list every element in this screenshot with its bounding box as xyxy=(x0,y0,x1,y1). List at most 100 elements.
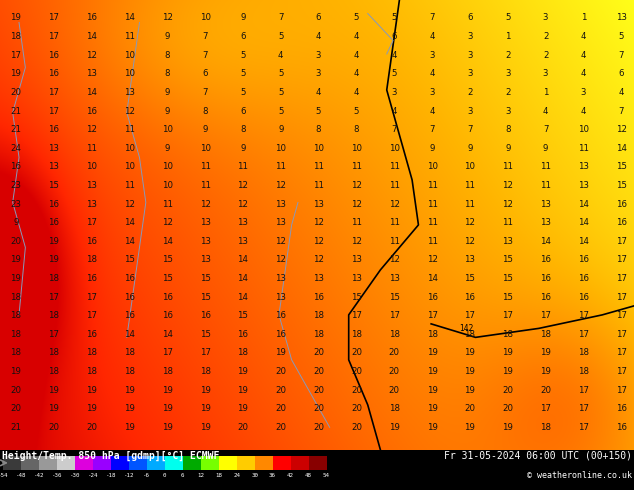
Text: 13: 13 xyxy=(200,218,210,227)
Text: 13: 13 xyxy=(616,14,627,23)
Text: 19: 19 xyxy=(465,348,476,357)
Text: 4: 4 xyxy=(278,50,283,60)
Text: 3: 3 xyxy=(543,14,548,23)
Text: 11: 11 xyxy=(389,181,400,190)
Text: 16: 16 xyxy=(616,199,627,209)
Bar xyxy=(39,456,57,470)
Text: 19: 19 xyxy=(540,367,551,376)
Text: 20: 20 xyxy=(351,404,362,413)
Text: 14: 14 xyxy=(237,255,249,265)
Text: 9: 9 xyxy=(13,218,18,227)
Text: 11: 11 xyxy=(540,162,551,171)
Text: 19: 19 xyxy=(10,367,22,376)
Text: 10: 10 xyxy=(162,181,172,190)
Text: 19: 19 xyxy=(162,404,172,413)
Text: 6: 6 xyxy=(316,14,321,23)
Text: 19: 19 xyxy=(48,386,59,394)
Text: 13: 13 xyxy=(275,218,286,227)
Text: 0: 0 xyxy=(163,473,167,478)
Text: 17: 17 xyxy=(616,311,627,320)
Text: 8: 8 xyxy=(164,69,170,78)
Text: 19: 19 xyxy=(275,348,286,357)
Text: 20: 20 xyxy=(389,367,400,376)
Bar xyxy=(129,456,147,470)
Text: © weatheronline.co.uk: © weatheronline.co.uk xyxy=(527,471,632,480)
Text: 11: 11 xyxy=(389,237,400,246)
Text: 8: 8 xyxy=(505,125,510,134)
Text: 18: 18 xyxy=(237,348,249,357)
Text: 17: 17 xyxy=(48,88,59,97)
Text: 18: 18 xyxy=(48,348,59,357)
Text: 12: 12 xyxy=(502,181,514,190)
Text: 7: 7 xyxy=(467,125,473,134)
Text: 18: 18 xyxy=(351,330,362,339)
Text: 16: 16 xyxy=(540,274,551,283)
Text: 36: 36 xyxy=(269,473,276,478)
Text: -18: -18 xyxy=(106,473,116,478)
Text: 4: 4 xyxy=(429,69,435,78)
Bar xyxy=(165,456,183,470)
Text: 9: 9 xyxy=(165,106,170,116)
Text: 10: 10 xyxy=(200,144,210,153)
Text: 12: 12 xyxy=(86,125,97,134)
Text: 10: 10 xyxy=(86,162,97,171)
Text: 11: 11 xyxy=(162,199,172,209)
Text: 16: 16 xyxy=(124,274,135,283)
Text: 21: 21 xyxy=(10,106,22,116)
Text: 18: 18 xyxy=(313,311,324,320)
Text: 17: 17 xyxy=(616,255,627,265)
Text: 17: 17 xyxy=(200,348,210,357)
Text: 18: 18 xyxy=(578,348,589,357)
Text: 12: 12 xyxy=(313,255,324,265)
Text: 13: 13 xyxy=(48,144,59,153)
Text: 12: 12 xyxy=(616,125,627,134)
Text: 6: 6 xyxy=(619,69,624,78)
Bar xyxy=(236,456,255,470)
Text: 19: 19 xyxy=(502,348,514,357)
Text: 20: 20 xyxy=(540,386,551,394)
Text: 10: 10 xyxy=(124,144,135,153)
Text: 16: 16 xyxy=(540,255,551,265)
Text: 19: 19 xyxy=(48,255,59,265)
Text: 19: 19 xyxy=(124,386,135,394)
Text: 13: 13 xyxy=(313,274,324,283)
Text: 8: 8 xyxy=(202,106,208,116)
Text: 14: 14 xyxy=(124,218,135,227)
Text: 14: 14 xyxy=(237,274,249,283)
Text: 19: 19 xyxy=(427,348,437,357)
Text: 11: 11 xyxy=(465,181,476,190)
Text: 16: 16 xyxy=(124,311,135,320)
Text: 12: 12 xyxy=(275,181,286,190)
Text: 7: 7 xyxy=(543,125,548,134)
Text: 5: 5 xyxy=(278,88,283,97)
Text: 19: 19 xyxy=(465,386,476,394)
Text: 2: 2 xyxy=(543,50,548,60)
Text: 11: 11 xyxy=(313,181,324,190)
Text: -24: -24 xyxy=(87,473,98,478)
Text: 12: 12 xyxy=(351,199,362,209)
Text: 11: 11 xyxy=(200,181,210,190)
Text: 20: 20 xyxy=(389,386,400,394)
Text: 11: 11 xyxy=(124,32,135,41)
Text: 15: 15 xyxy=(200,330,210,339)
Text: 20: 20 xyxy=(275,404,286,413)
Text: 12: 12 xyxy=(197,473,204,478)
Text: 20: 20 xyxy=(502,404,514,413)
Text: 7: 7 xyxy=(619,106,624,116)
Text: 7: 7 xyxy=(202,50,208,60)
Text: 16: 16 xyxy=(540,293,551,301)
Text: 17: 17 xyxy=(616,386,627,394)
Text: 11: 11 xyxy=(502,218,514,227)
Text: 20: 20 xyxy=(351,348,362,357)
Text: 17: 17 xyxy=(48,32,59,41)
Text: 4: 4 xyxy=(392,50,397,60)
Text: 20: 20 xyxy=(10,386,22,394)
Text: 16: 16 xyxy=(578,274,589,283)
Text: 18: 18 xyxy=(540,423,551,432)
Text: 20: 20 xyxy=(351,367,362,376)
Text: 17: 17 xyxy=(162,348,172,357)
Text: 18: 18 xyxy=(10,293,22,301)
Text: 14: 14 xyxy=(124,237,135,246)
Text: 13: 13 xyxy=(578,181,589,190)
Text: 12: 12 xyxy=(502,199,514,209)
